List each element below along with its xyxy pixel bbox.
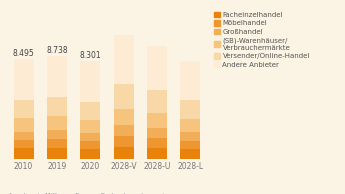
Bar: [180, 100, 200, 120]
Bar: [147, 46, 167, 90]
Bar: [147, 138, 167, 148]
Bar: [13, 100, 33, 118]
Bar: [147, 128, 167, 138]
Bar: [180, 61, 200, 100]
Bar: [13, 140, 33, 148]
Bar: [47, 148, 67, 159]
Bar: [114, 109, 134, 125]
Bar: [80, 149, 100, 159]
Bar: [13, 118, 33, 132]
Bar: [180, 120, 200, 133]
Bar: [47, 97, 67, 116]
Text: 8.495: 8.495: [13, 49, 34, 58]
Bar: [13, 148, 33, 159]
Bar: [114, 84, 134, 109]
Text: 8.301: 8.301: [79, 51, 101, 60]
Bar: [114, 135, 134, 147]
Bar: [80, 61, 100, 102]
Bar: [114, 147, 134, 159]
Bar: [47, 139, 67, 148]
Bar: [80, 141, 100, 149]
Bar: [114, 125, 134, 135]
Bar: [180, 141, 200, 149]
Bar: [80, 102, 100, 120]
Bar: [180, 133, 200, 141]
Bar: [147, 113, 167, 128]
Bar: [180, 149, 200, 159]
Bar: [114, 35, 134, 84]
Bar: [47, 130, 67, 139]
Bar: [147, 148, 167, 159]
Bar: [47, 116, 67, 130]
Text: Angaben in Millionen Euro zu Endverbraucherpreisen: Angaben in Millionen Euro zu Endverbrauc…: [7, 193, 175, 194]
Bar: [80, 133, 100, 141]
Bar: [147, 90, 167, 113]
Bar: [47, 56, 67, 97]
Text: 8.738: 8.738: [46, 46, 68, 55]
Bar: [13, 59, 33, 100]
Legend: Facheinzelhandel, Möbelhandel, Großhandel, (SB)-Warenhäuser/
Verbrauchermärkte, : Facheinzelhandel, Möbelhandel, Großhande…: [215, 12, 310, 68]
Bar: [80, 120, 100, 133]
Bar: [13, 132, 33, 140]
